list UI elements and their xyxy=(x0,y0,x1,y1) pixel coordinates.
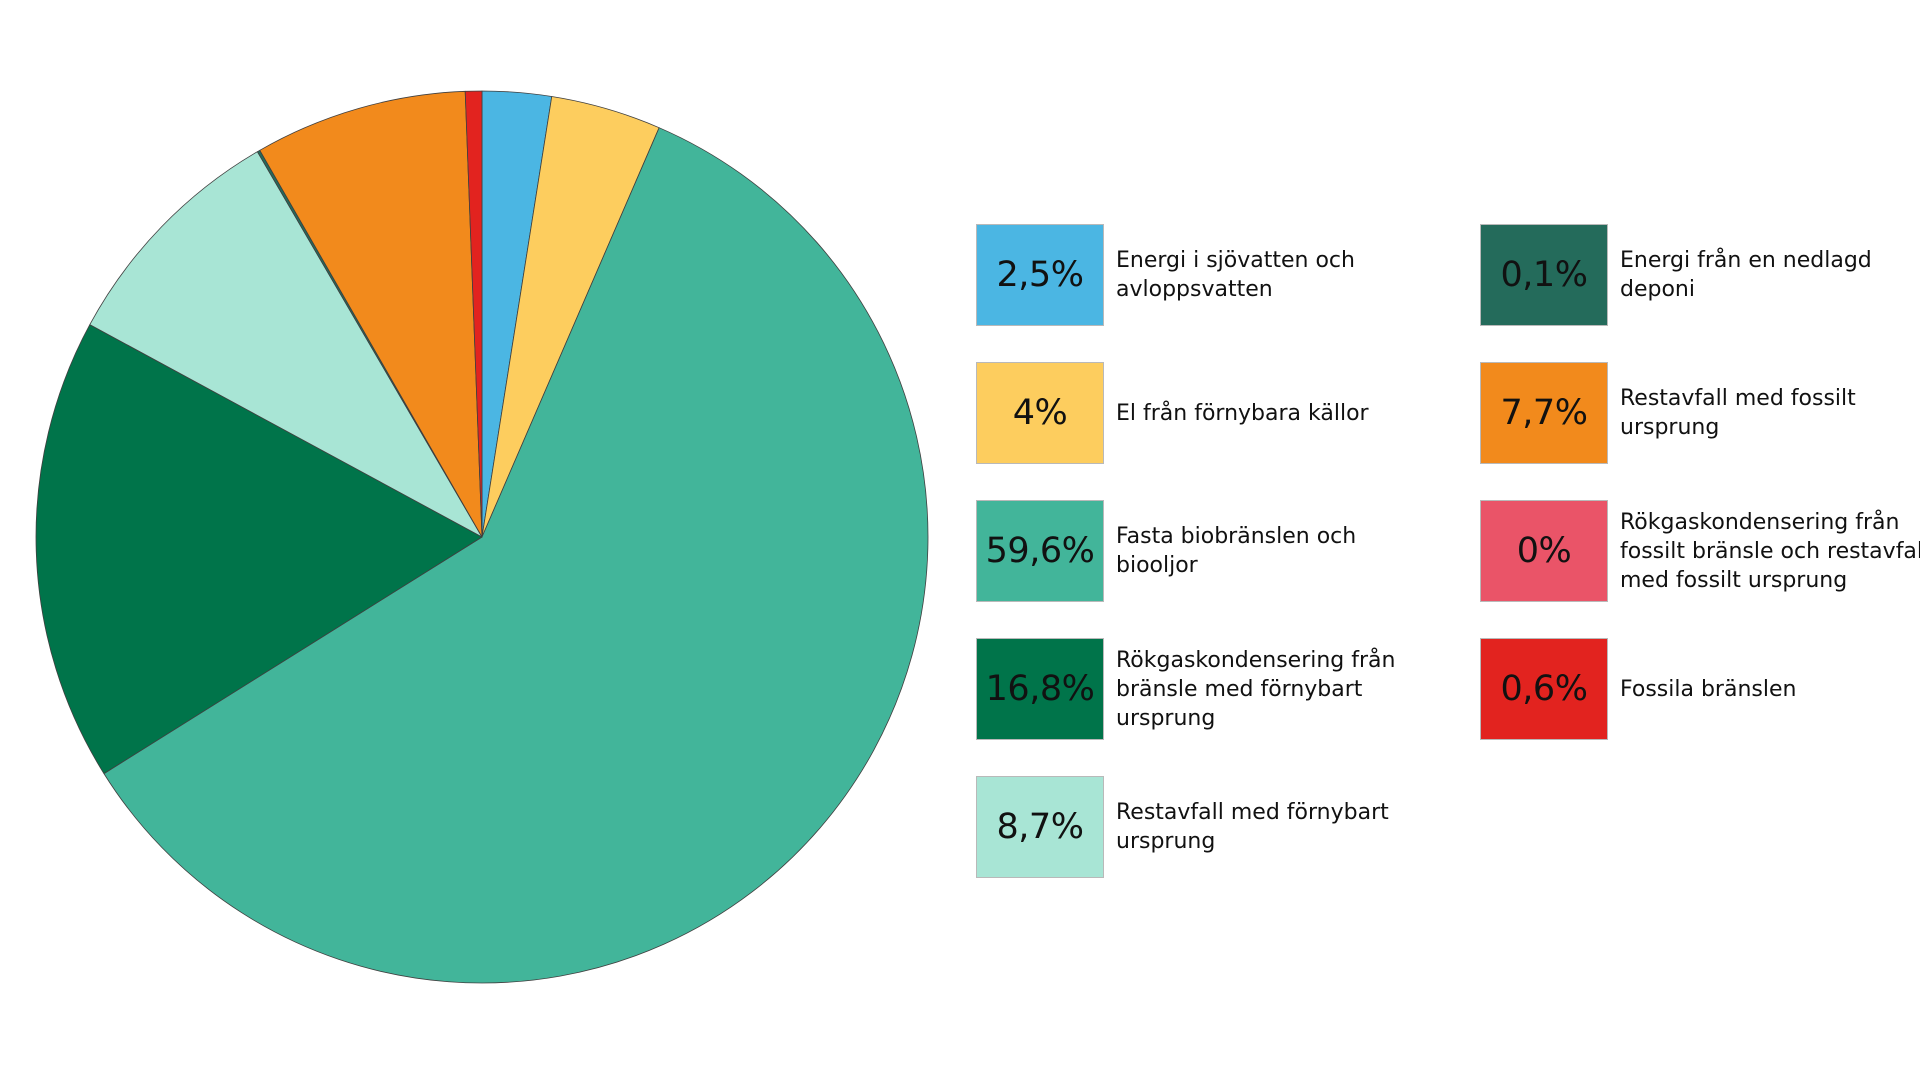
legend-value: 4% xyxy=(1012,393,1068,433)
legend-item-4: 16,8% Rökgaskondensering från bränsle med… xyxy=(976,638,1426,740)
pie-slice-4 xyxy=(35,324,483,775)
legend-label: Energi i sjövatten och avloppsvatten xyxy=(1116,248,1355,302)
legend-swatch: 59,6% xyxy=(976,500,1104,602)
legend-value: 0% xyxy=(1516,531,1572,571)
legend-value: 16,8% xyxy=(985,669,1095,709)
legend-label: Fasta biobränslen och biooljor xyxy=(1116,524,1357,578)
pie-slice-3 xyxy=(103,127,929,984)
legend-label: Rökgaskondensering från bränsle med förn… xyxy=(1116,647,1396,731)
pie-slice-5 xyxy=(89,151,483,538)
legend-item-3: 59,6% Fasta biobränslen och biooljor xyxy=(976,500,1426,602)
legend-value: 2,5% xyxy=(996,255,1084,295)
legend-value: 7,7% xyxy=(1500,393,1588,433)
legend-item-7: 7,7% Restavfall med fossilt ursprung xyxy=(1480,362,1920,464)
legend-label: Energi från en nedlagd deponi xyxy=(1620,248,1872,302)
legend-swatch: 0,6% xyxy=(1480,638,1608,740)
legend-label: Fossila bränslen xyxy=(1620,676,1797,702)
legend-swatch: 8,7% xyxy=(976,776,1104,878)
legend-swatch: 0% xyxy=(1480,500,1608,602)
legend-label: Restavfall med förnybart ursprung xyxy=(1116,800,1389,854)
legend-value: 0,1% xyxy=(1500,255,1588,295)
legend-item-6: 0,1% Energi från en nedlagd deponi xyxy=(1480,224,1920,326)
legend-value: 0,6% xyxy=(1500,669,1588,709)
legend-label: El från förnybara källor xyxy=(1116,400,1369,426)
legend-item-2: 4% El från förnybara källor xyxy=(976,362,1426,464)
legend-swatch: 7,7% xyxy=(1480,362,1608,464)
legend-value: 59,6% xyxy=(985,531,1095,571)
pie-slice-7 xyxy=(259,90,483,538)
legend-swatch: 16,8% xyxy=(976,638,1104,740)
legend-label: Restavfall med fossilt ursprung xyxy=(1620,386,1856,440)
legend-value: 8,7% xyxy=(996,807,1084,847)
legend-item-1: 2,5% Energi i sjövatten och avloppsvatten xyxy=(976,224,1426,326)
legend-swatch: 2,5% xyxy=(976,224,1104,326)
legend-label: Rökgaskondensering från fossilt bränsle … xyxy=(1620,509,1920,593)
legend-swatch: 4% xyxy=(976,362,1104,464)
legend-swatch: 0,1% xyxy=(1480,224,1608,326)
pie-slice-9 xyxy=(464,90,483,538)
legend-item-8: 0% Rökgaskondensering från fossilt bränsl… xyxy=(1480,500,1920,602)
legend-item-5: 8,7% Restavfall med förnybart ursprung xyxy=(976,776,1426,878)
pie-chart xyxy=(35,90,929,984)
legend-item-9: 0,6% Fossila bränslen xyxy=(1480,638,1920,740)
